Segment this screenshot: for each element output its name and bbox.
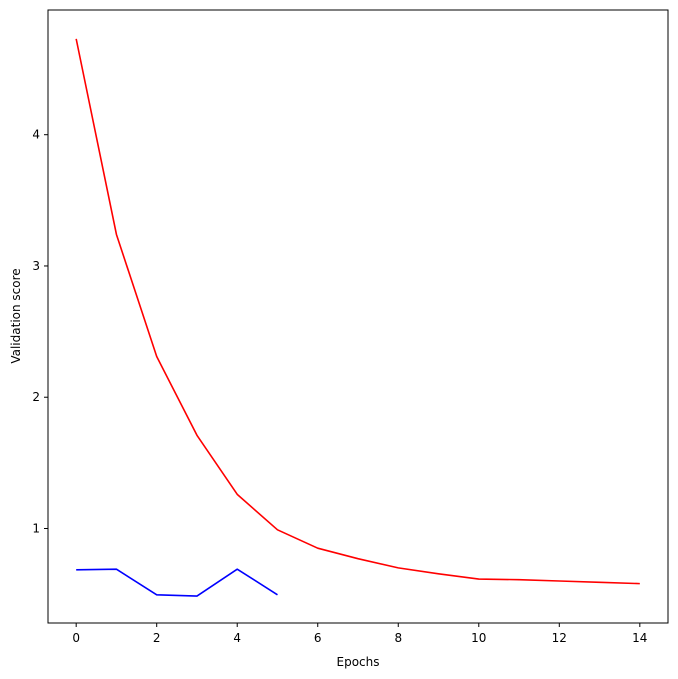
x-tick-label: 10 bbox=[471, 631, 486, 645]
series-line-0 bbox=[75, 38, 640, 585]
series-layer bbox=[75, 38, 640, 597]
plot-area bbox=[48, 10, 668, 623]
y-tick-label: 1 bbox=[32, 521, 40, 535]
x-tick-label: 6 bbox=[314, 631, 322, 645]
y-tick-label: 2 bbox=[32, 390, 40, 404]
x-axis: 0 2 4 6 8 10 12 14 bbox=[72, 623, 647, 645]
x-axis-label: Epochs bbox=[337, 655, 380, 669]
y-axis-label: Validation score bbox=[9, 268, 23, 363]
x-tick-label: 8 bbox=[394, 631, 402, 645]
x-tick-label: 12 bbox=[552, 631, 567, 645]
x-tick-label: 0 bbox=[72, 631, 80, 645]
x-tick-label: 4 bbox=[233, 631, 241, 645]
y-tick-label: 4 bbox=[32, 128, 40, 142]
x-tick-label: 14 bbox=[632, 631, 647, 645]
x-tick-label: 2 bbox=[153, 631, 161, 645]
series-line-1 bbox=[76, 568, 278, 597]
y-axis: 1 2 3 4 bbox=[32, 128, 48, 535]
y-tick-label: 3 bbox=[32, 259, 40, 273]
plot-frame bbox=[47, 9, 669, 624]
